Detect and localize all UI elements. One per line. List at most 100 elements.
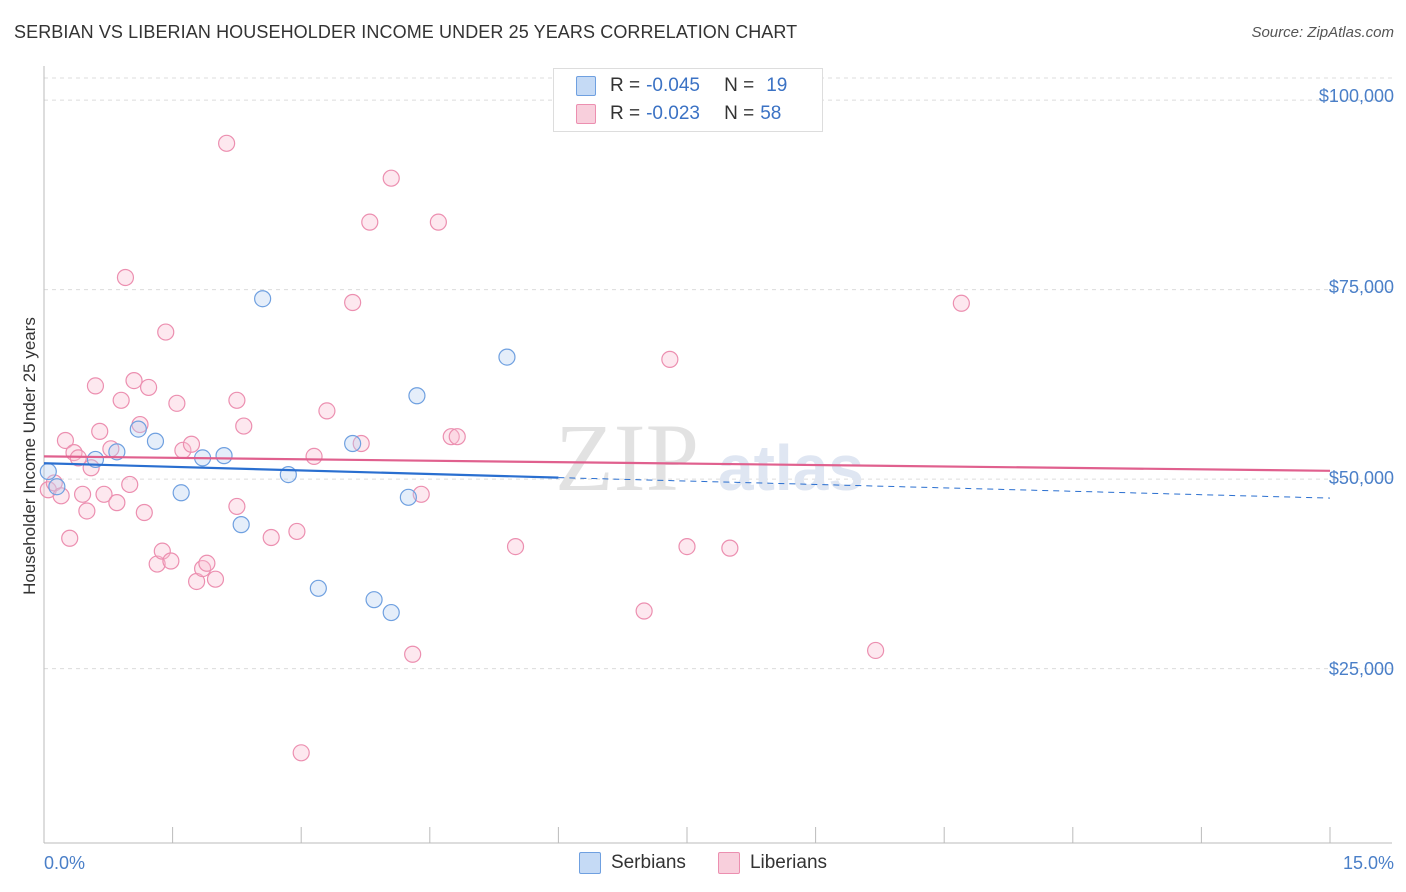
liberians-swatch (576, 104, 596, 124)
axes (43, 66, 1392, 844)
liberian-point (61, 529, 79, 547)
serbians-swatch (576, 76, 596, 96)
serbian-point (382, 603, 400, 622)
liberian-point (635, 602, 653, 620)
liberian-point (148, 555, 166, 573)
serbian-point (86, 450, 105, 469)
serbians-legend-label: Serbians (610, 852, 686, 873)
liberian-point (678, 538, 696, 556)
liberian-point (344, 293, 362, 312)
liberian-point (139, 378, 158, 397)
liberians-r-label: R = (610, 103, 641, 124)
serbian-point (172, 484, 190, 502)
liberians-n-label: N = (724, 103, 755, 124)
serbian-trend-extension (558, 477, 1331, 499)
serbian-points (39, 290, 516, 622)
liberian-point (404, 645, 422, 663)
trend-lines (43, 455, 1331, 499)
liberian-point (86, 377, 105, 395)
liberian-point (228, 391, 246, 409)
grid-lines (44, 77, 1392, 670)
watermark: ZIP atlas (555, 404, 864, 511)
legend-row-liberians: R = -0.023 N = 58 (576, 101, 781, 127)
liberian-point (206, 570, 225, 588)
bottom-legend: Serbians Liberians (0, 852, 1406, 874)
liberian-point (157, 323, 175, 341)
correlation-legend: R = -0.045 N = 19 R = -0.023 N = 58 (553, 68, 823, 132)
liberian-point (91, 422, 109, 440)
liberian-point (73, 485, 92, 503)
liberian-point (56, 431, 75, 450)
liberian-point (235, 417, 253, 435)
liberian-point (721, 539, 739, 557)
liberian-point (506, 538, 525, 556)
x-tick-max: 15.0% (1342, 853, 1394, 873)
liberians-legend-label: Liberians (749, 852, 828, 873)
bottom-legend-serbians[interactable]: Serbians (578, 852, 686, 874)
liberian-point (95, 485, 113, 503)
watermark-zip: ZIP (555, 404, 699, 511)
liberian-point (108, 494, 126, 512)
source-label: Source: ZipAtlas.com (1251, 24, 1394, 41)
legend-row-serbians: R = -0.045 N = 19 (576, 73, 787, 99)
bottom-legend-liberians[interactable]: Liberians (717, 852, 828, 874)
liberian-point (442, 428, 460, 446)
watermark-atlas: atlas (718, 432, 864, 504)
liberian-point (318, 402, 336, 420)
liberian-point (292, 744, 310, 762)
serbians-r-label: R = (610, 75, 641, 96)
liberian-point (121, 475, 139, 494)
liberians-r-value: -0.023 (646, 103, 700, 124)
liberian-point (112, 391, 130, 409)
liberian-point (168, 394, 186, 412)
serbian-point (344, 434, 362, 453)
serbians-legend-swatch (578, 852, 601, 874)
liberian-point (412, 485, 430, 503)
liberian-point (952, 294, 970, 312)
liberian-point (198, 554, 216, 572)
serbian-point (399, 488, 417, 506)
serbian-point (309, 579, 327, 597)
liberian-point (78, 502, 96, 520)
y-tick-25000: $25,000 (1328, 659, 1394, 679)
liberian-trend-line (43, 455, 1331, 472)
serbians-r-value: -0.045 (646, 75, 700, 96)
liberian-point (661, 350, 679, 368)
serbians-n-value: 19 (766, 75, 788, 96)
liberian-point (162, 552, 180, 570)
liberian-point (382, 169, 400, 187)
y-tick-50000: $50,000 (1328, 468, 1394, 488)
x-tick-min: 0.0% (44, 853, 86, 873)
serbian-point (39, 462, 57, 481)
liberian-point (228, 497, 246, 516)
liberian-point (288, 522, 306, 541)
liberian-point (361, 213, 379, 231)
liberian-point (305, 447, 323, 465)
serbian-point (129, 420, 147, 438)
serbian-point (232, 516, 250, 534)
serbian-trend-line (43, 462, 559, 479)
liberian-point (429, 213, 447, 231)
liberian-point (182, 435, 201, 453)
liberian-point (135, 503, 153, 522)
liberians-legend-swatch (717, 852, 740, 874)
chart-title: SERBIAN VS LIBERIAN HOUSEHOLDER INCOME U… (14, 22, 798, 42)
serbian-point (365, 591, 383, 609)
y-axis-label: Householder Income Under 25 years (20, 317, 39, 595)
serbian-point (108, 443, 126, 461)
liberians-n-value: 58 (760, 103, 782, 124)
serbians-n-label: N = (724, 75, 755, 96)
serbian-point (498, 348, 516, 366)
y-tick-100000: $100,000 (1318, 86, 1394, 106)
liberian-point (448, 428, 466, 446)
serbian-point (146, 432, 165, 450)
serbian-point (254, 290, 272, 308)
liberian-point (262, 528, 280, 547)
serbian-point (48, 478, 66, 496)
liberian-point (52, 487, 70, 505)
serbian-point (408, 387, 426, 405)
liberian-point (116, 268, 135, 287)
liberian-point (867, 641, 885, 660)
liberian-point (125, 371, 143, 390)
